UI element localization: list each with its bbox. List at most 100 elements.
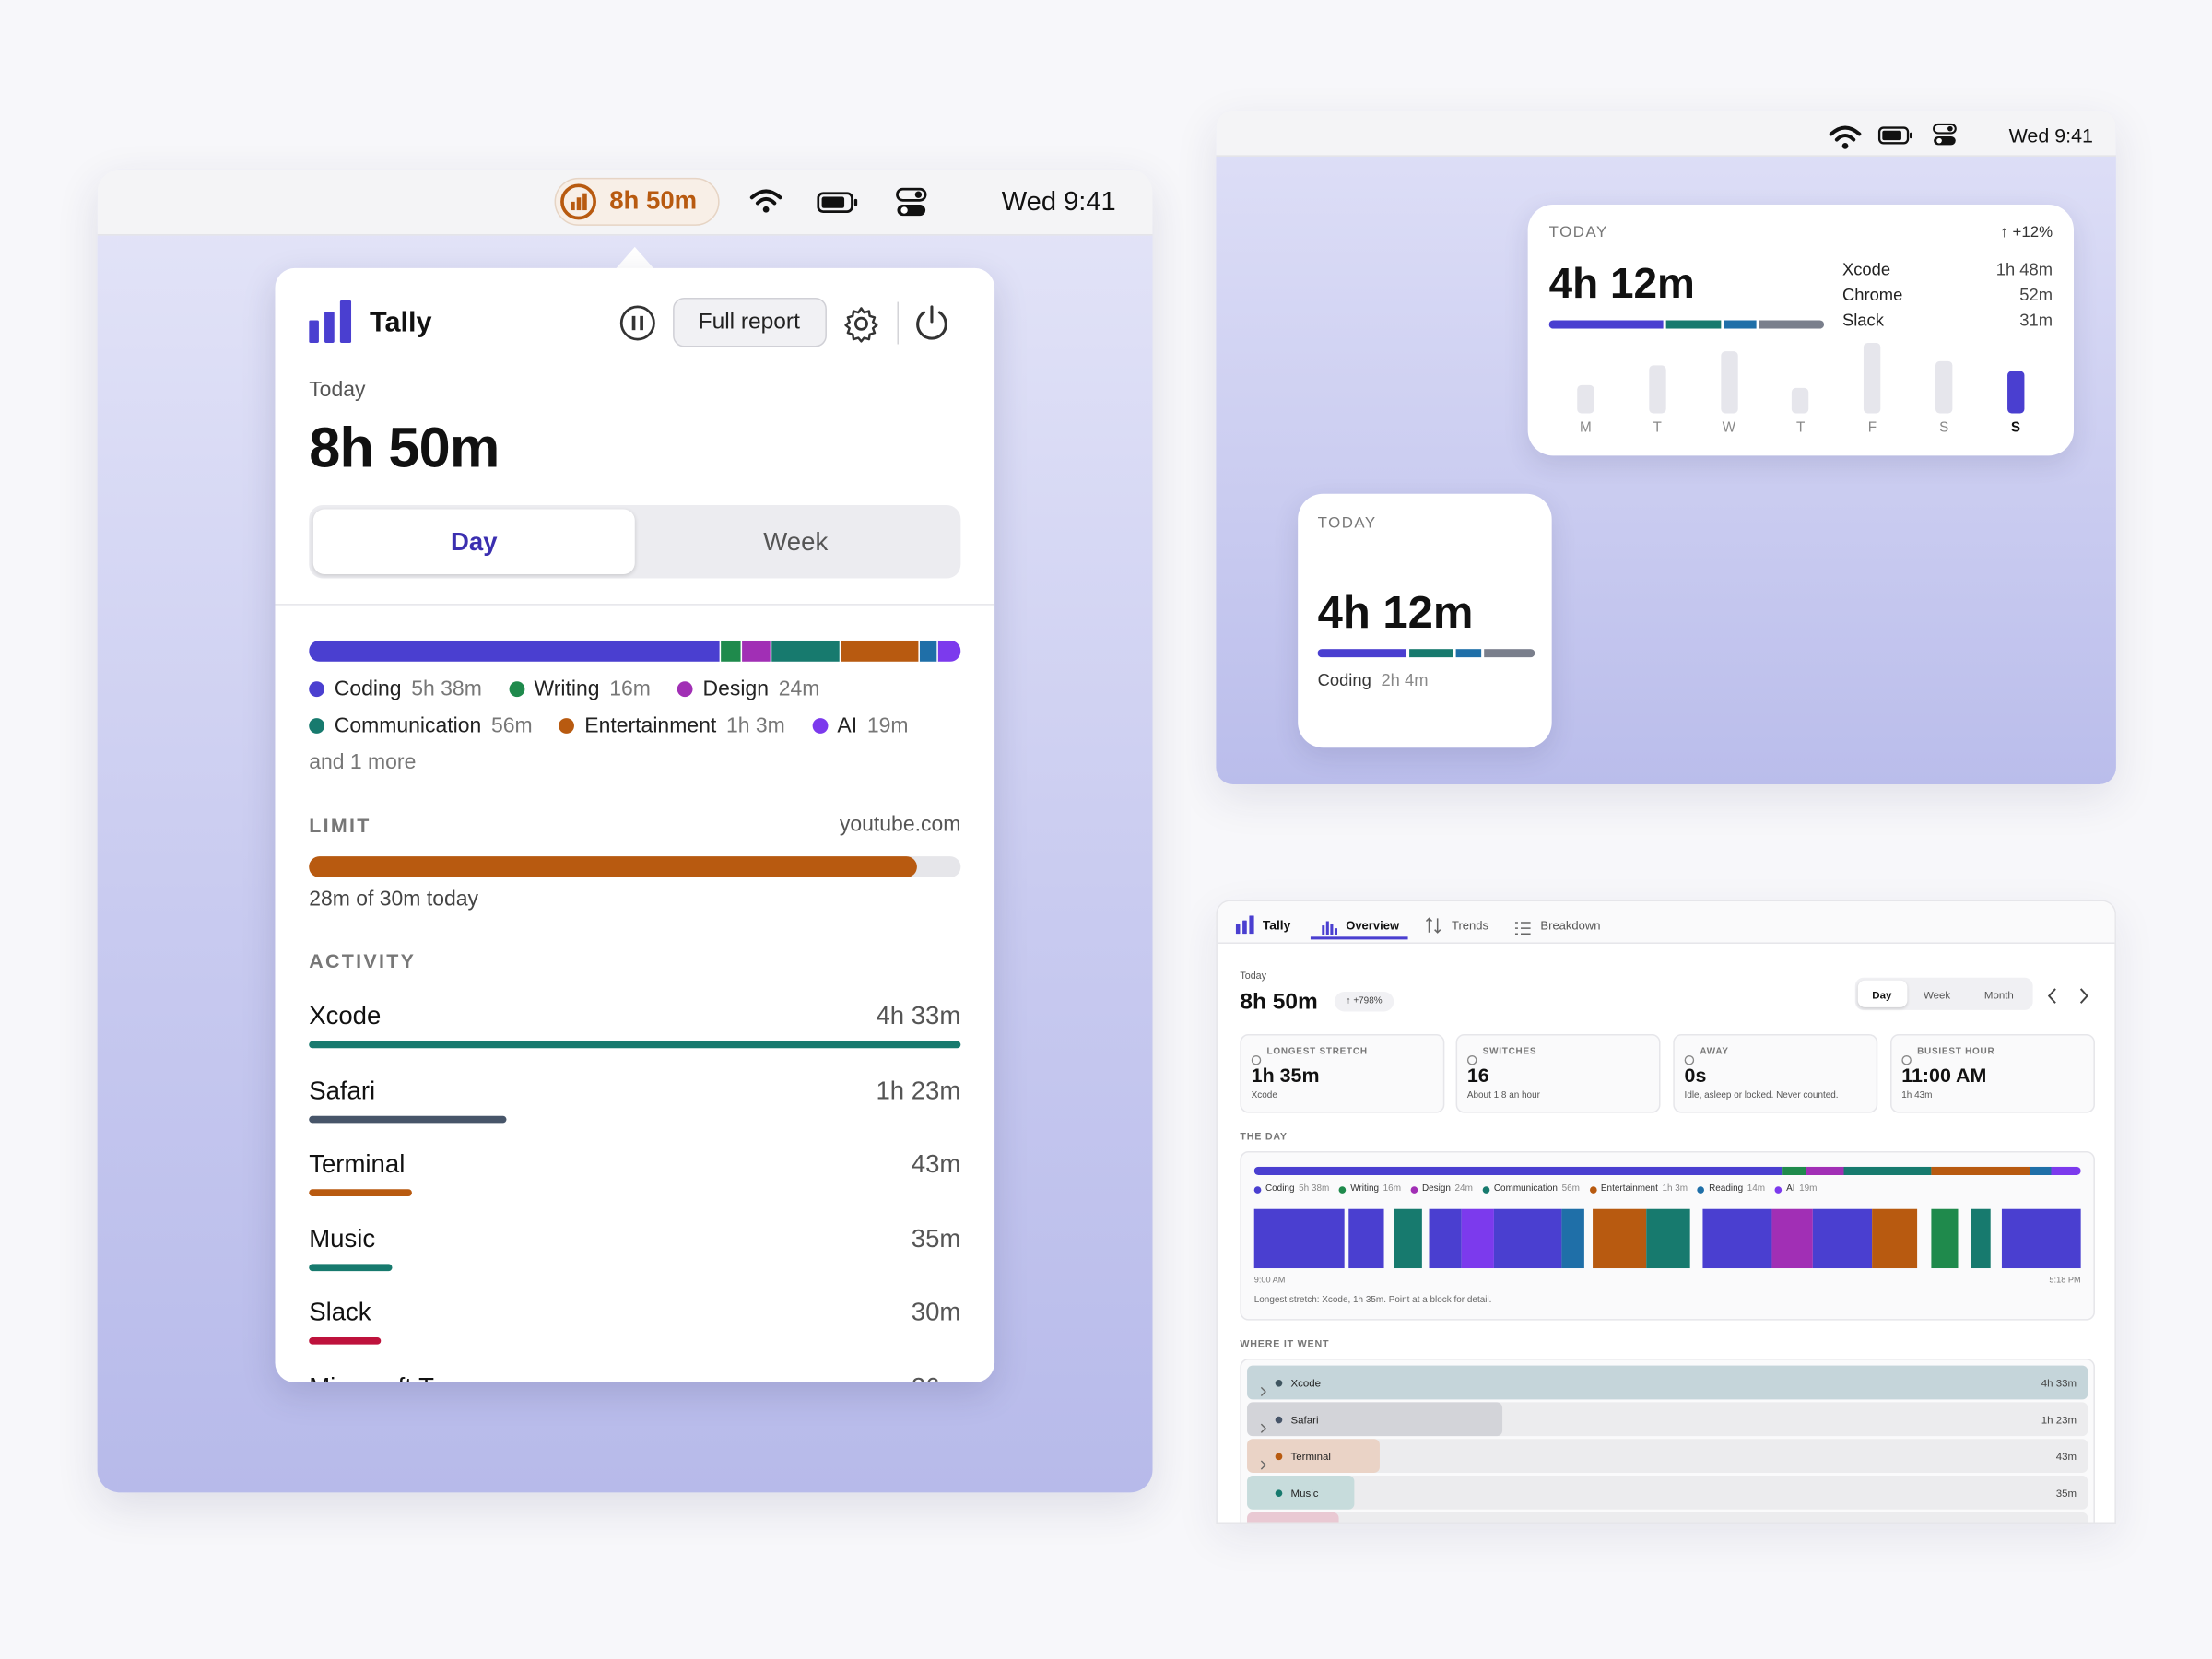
category-segment [937,640,961,662]
legend-duration: 19m [1799,1183,1818,1194]
activity-app-name: Microsoft Teams [309,1372,493,1382]
category-segment [771,640,841,662]
stat-icon [1251,1047,1262,1065]
next-button[interactable] [2078,986,2089,1004]
legend-duration: 24m [778,677,820,701]
legend-duration: 5h 38m [1299,1183,1330,1194]
legend-dot [1339,1185,1347,1194]
range-option[interactable]: Month [1983,988,2014,1001]
where-app-duration: 4h 33m [2041,1376,2077,1390]
full-report-button[interactable] [673,297,827,347]
legend-dot [1410,1185,1418,1194]
popup-pointer [615,246,655,270]
timeline-block[interactable] [1646,1208,1690,1269]
range-active[interactable] [1857,980,1908,1007]
tab-day[interactable]: Day [451,527,498,557]
prev-button-svg [2047,988,2056,1004]
timeline-block[interactable] [1931,1208,1959,1269]
widget-app-duration: 31m [2019,310,2053,330]
nav-tab-active[interactable]: Overview [1346,918,1400,933]
widget-app-name: Chrome [1841,284,1903,305]
legend-item: AI 19m [811,711,909,740]
timeline-block[interactable] [1348,1208,1384,1269]
timeline-block[interactable] [1253,1208,1345,1269]
widgets-panel: Wed 9:41 TODAY ↑ +12% 4h 12m Xcode 1h 48m Chro… [1216,110,2116,785]
tab-week[interactable]: Week [763,527,829,557]
activity-app-name: Xcode [309,1002,382,1030]
week-bar [2006,371,2025,414]
timeline-block[interactable] [1593,1208,1647,1269]
legend-item: Coding 5h 38m [1253,1182,1330,1196]
week-day-label: F [1867,420,1877,436]
category-segment [309,640,720,662]
expand-chevron [1260,1415,1267,1433]
week-day-label: T [1795,420,1806,436]
stat-value: 1h 35m [1251,1063,1320,1086]
legend-item: Entertainment 1h 3m [559,711,785,740]
category-bar [309,640,961,662]
legend-dot [811,718,828,734]
category-segment [720,640,740,662]
legend-duration: 1h 3m [1662,1183,1688,1194]
timeline-block[interactable] [1812,1208,1873,1269]
category-segment [1931,1166,2030,1175]
activity-app-duration: 26m [912,1372,961,1382]
where-row[interactable] [1247,1476,2088,1510]
widget-label: TODAY [1548,224,1608,242]
timeline-block[interactable] [1872,1208,1918,1269]
legend-dot [1589,1185,1597,1194]
timeline-block[interactable] [2001,1208,2081,1269]
nav-tab-underline [1310,936,1408,940]
legend-item: AI 19m [1774,1182,1818,1196]
nav-tab[interactable]: Trends [1451,918,1489,933]
legend-dot [559,718,575,734]
range-option[interactable]: Day [1872,988,1892,1001]
legend-name: Reading [1709,1183,1744,1194]
overview-icon [1322,917,1338,935]
expand-chevron-svg [1260,1460,1266,1470]
timeline-block[interactable] [1971,1208,1991,1269]
settings-button[interactable] [842,305,880,343]
day-note: Longest stretch: Xcode, 1h 35m. Point at… [1253,1295,1492,1305]
toolbar-divider [897,301,899,345]
timeline-block[interactable] [1493,1208,1562,1269]
limit-progress [309,856,918,878]
legend-name: Design [702,677,770,701]
stat-card [1673,1033,1878,1113]
tab-day-active[interactable] [312,509,635,574]
widget-app-name: Xcode [1841,259,1891,279]
today-label: Today [1240,971,1267,982]
where-fill [1247,1439,1380,1473]
week-bar [1935,361,1953,414]
pause-button[interactable] [619,305,656,342]
where-fill [1247,1512,1339,1523]
timeline-block[interactable] [1702,1208,1772,1269]
timeline-block[interactable] [1394,1208,1422,1269]
activity-app-name: Music [309,1224,376,1253]
app-stack-rest [1484,649,1535,658]
battery-icon-svg [817,192,858,213]
quit-button[interactable] [912,303,950,341]
expand-chevron-svg [1260,1423,1266,1433]
timeline-block[interactable] [1561,1208,1584,1269]
legend-item: Design 24m [1410,1182,1473,1196]
legend-name: AI [837,713,858,738]
nav-tab[interactable]: Breakdown [1540,918,1601,933]
widget-app-duration: 1h 48m [1995,259,2053,279]
stat-value: 0s [1684,1063,1707,1086]
widget-app-duration: 52m [2019,284,2053,305]
timeline-block[interactable] [1461,1208,1494,1269]
timeline-block[interactable] [1429,1208,1462,1269]
widget-total: 4h 12m [1317,586,1474,638]
stat-value: 11:00 AM [1901,1063,1987,1086]
activity-app-duration: 30m [911,1298,961,1327]
legend-more[interactable]: and 1 more [309,750,417,775]
range-option[interactable]: Week [1923,988,1951,1001]
activity-app-duration: 35m [911,1224,961,1253]
full-report-label[interactable]: Full report [698,311,800,335]
timeline-block[interactable] [1771,1208,1813,1269]
category-legend: Coding 5h 38m Writing 16m Design 24m Communica… [1253,1182,2095,1196]
prev-button[interactable] [2047,986,2058,1004]
where-row[interactable] [1247,1439,2088,1473]
widget-app-name: Slack [1841,310,1884,330]
